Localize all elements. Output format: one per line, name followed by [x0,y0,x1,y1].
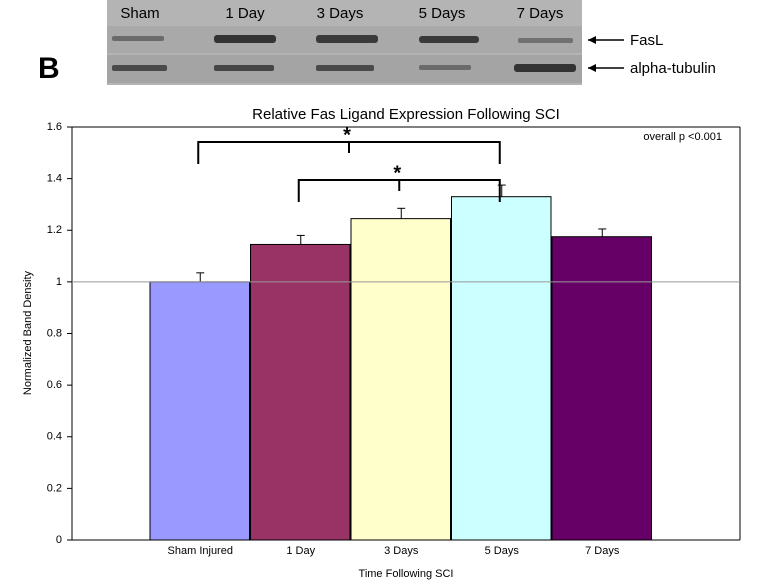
lane-label: 1 Day [225,5,265,22]
band [112,65,167,71]
band [214,65,274,71]
chart-title: Relative Fas Ligand Expression Following… [252,106,560,123]
x-tick-label: 5 Days [485,545,520,557]
band [112,36,164,41]
band [419,65,471,70]
y-tick-label: 0.4 [47,431,62,443]
panel-label: B [38,52,60,85]
y-tick-label: 0.2 [47,482,62,494]
annotation: overall p <0.001 [643,131,722,143]
lane-label: 3 Days [317,5,364,22]
bar [351,219,451,540]
bar [251,244,351,540]
arrowhead [588,64,596,72]
lane-label: 7 Days [517,5,564,22]
y-tick-label: 0.6 [47,379,62,391]
y-tick-label: 1.2 [47,224,62,236]
y-tick-label: 1.6 [47,121,62,133]
y-tick-label: 0.8 [47,327,62,339]
x-tick-label: Sham Injured [168,545,233,557]
band [419,36,479,43]
significance-star: * [393,162,401,184]
lane-label: Sham [120,5,159,22]
x-tick-label: 7 Days [585,545,620,557]
row-label: FasL [630,32,663,49]
x-axis-label: Time Following SCI [359,568,454,580]
lane-label: 5 Days [419,5,466,22]
y-tick-label: 1.4 [47,173,62,185]
arrowhead [588,36,596,44]
band [518,38,573,43]
band [514,64,576,72]
band [214,35,276,43]
row-label: alpha-tubulin [630,60,716,77]
significance-star: * [343,124,351,146]
x-tick-label: 1 Day [286,545,315,557]
y-tick-label: 0 [56,534,62,546]
band [316,65,374,71]
bar [150,282,250,540]
y-tick-label: 1 [56,276,62,288]
x-tick-label: 3 Days [384,545,419,557]
band [316,35,378,43]
figure: Sham 1 Day 3 Days 5 Days 7 Days FasL alp… [0,0,759,586]
y-axis-label: Normalized Band Density [22,270,34,395]
bar [452,197,552,540]
